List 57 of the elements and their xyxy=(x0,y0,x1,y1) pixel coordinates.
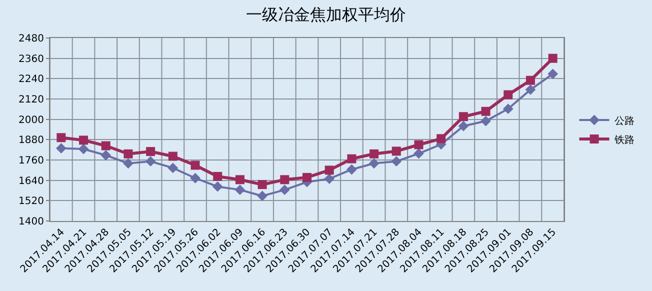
point xyxy=(324,174,335,184)
point xyxy=(370,149,379,158)
y-tick-label: 1880 xyxy=(18,135,44,146)
point xyxy=(347,154,356,164)
point xyxy=(279,184,290,196)
point xyxy=(234,184,246,196)
point xyxy=(504,90,513,100)
point xyxy=(213,172,222,181)
point xyxy=(78,144,89,154)
y-tick-label: 1760 xyxy=(18,156,44,166)
point xyxy=(56,143,66,154)
point xyxy=(502,104,514,114)
chart-title: 一级冶金焦加权平均价 xyxy=(246,4,406,24)
y-tick-label: 2480 xyxy=(18,34,44,44)
y-tick-label: 2000 xyxy=(18,114,44,126)
point xyxy=(525,84,536,95)
point xyxy=(391,156,402,167)
point xyxy=(212,181,223,192)
point xyxy=(526,76,535,85)
point xyxy=(346,164,357,175)
point xyxy=(302,172,312,182)
y-tick-label: 1640 xyxy=(18,176,44,187)
legend-label: 公路 xyxy=(614,114,634,127)
point xyxy=(168,152,178,161)
y-tick-label: 1520 xyxy=(18,196,44,208)
point xyxy=(257,190,268,202)
point xyxy=(414,148,424,159)
point xyxy=(458,112,468,122)
point xyxy=(190,160,200,170)
point xyxy=(101,141,110,150)
point xyxy=(436,134,446,144)
point xyxy=(392,146,401,156)
point xyxy=(100,150,112,160)
point xyxy=(481,106,490,116)
point xyxy=(414,140,424,150)
point xyxy=(235,175,244,184)
point xyxy=(280,175,290,184)
point xyxy=(258,180,267,190)
point xyxy=(168,162,178,174)
point xyxy=(56,133,66,142)
point xyxy=(324,166,334,175)
point xyxy=(190,172,200,184)
point xyxy=(123,158,134,169)
y-tick-label: 2120 xyxy=(18,94,44,106)
point xyxy=(368,158,380,169)
legend-label: 铁路 xyxy=(613,134,634,146)
point xyxy=(548,54,558,63)
point xyxy=(548,68,558,80)
y-tick-label: 2360 xyxy=(18,54,44,65)
point xyxy=(480,116,491,126)
y-tick-label: 2240 xyxy=(18,74,44,86)
point xyxy=(124,149,133,158)
point xyxy=(79,136,88,145)
y-tick-label: 1400 xyxy=(18,216,44,228)
point xyxy=(145,156,156,167)
point xyxy=(146,147,156,156)
point xyxy=(458,120,469,132)
